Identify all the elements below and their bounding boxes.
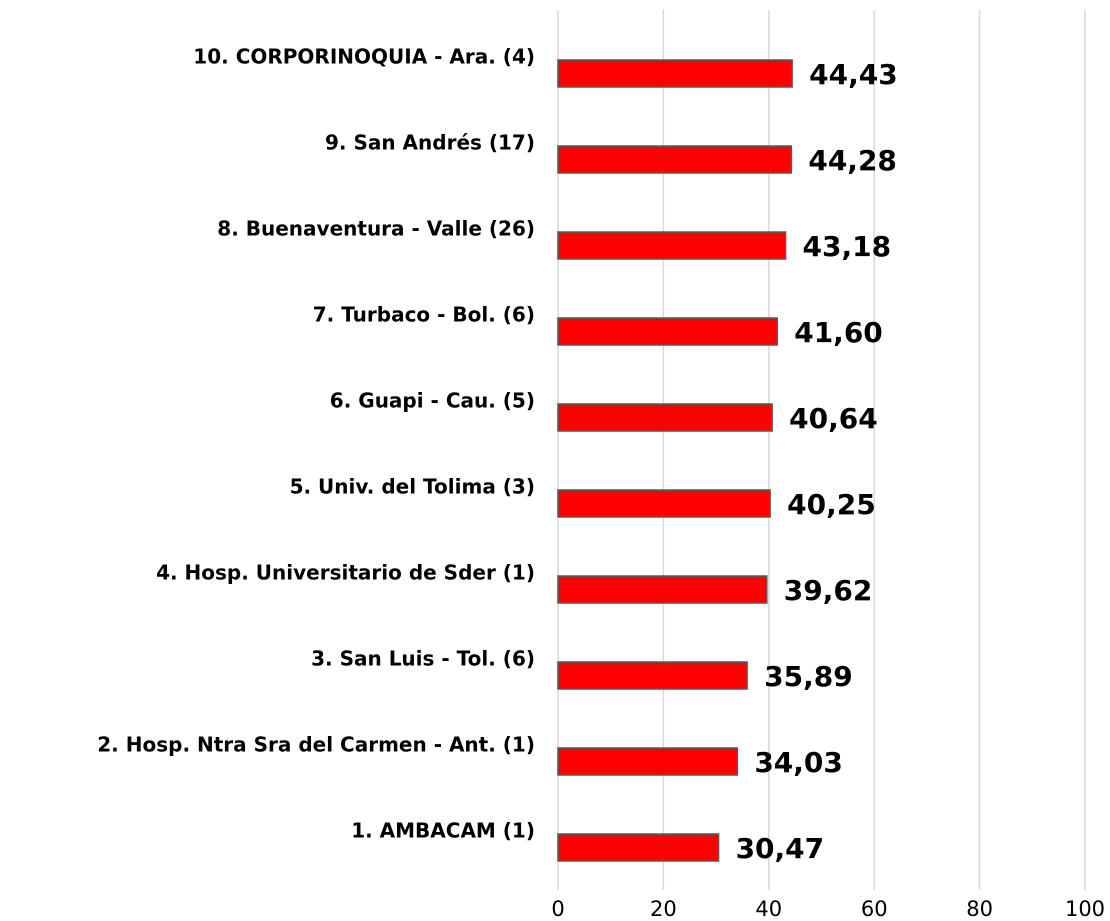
x-tick-label: 80: [966, 897, 993, 921]
value-label: 44,43: [809, 58, 898, 91]
bar: [557, 833, 720, 862]
category-label: 2. Hosp. Ntra Sra del Carmen - Ant. (1): [97, 733, 535, 757]
bar: [557, 747, 739, 776]
value-label: 43,18: [803, 230, 892, 263]
value-label: 44,28: [808, 144, 897, 177]
value-label: 41,60: [794, 316, 883, 349]
x-tick-label: 100: [1065, 897, 1105, 921]
bar: [557, 575, 768, 604]
category-label: 9. San Andrés (17): [325, 131, 535, 155]
bar: [557, 317, 778, 346]
category-label: 7. Turbaco - Bol. (6): [313, 303, 535, 327]
value-label: 40,64: [789, 402, 878, 435]
category-label: 4. Hosp. Universitario de Sder (1): [156, 561, 535, 585]
value-label: 39,62: [784, 574, 873, 607]
bar: [557, 403, 773, 432]
x-tick-label: 0: [551, 897, 564, 921]
bar: [557, 489, 771, 518]
bar: [557, 661, 748, 690]
category-label: 8. Buenaventura - Valle (26): [217, 217, 535, 241]
x-tick-label: 40: [755, 897, 782, 921]
category-label: 3. San Luis - Tol. (6): [311, 647, 535, 671]
bar: [557, 145, 793, 174]
x-tick-label: 20: [650, 897, 677, 921]
category-label: 6. Guapi - Cau. (5): [330, 389, 535, 413]
value-label: 30,47: [736, 832, 825, 865]
value-label: 35,89: [764, 660, 853, 693]
value-label: 34,03: [754, 746, 843, 779]
x-tick-label: 60: [861, 897, 888, 921]
category-label: 10. CORPORINOQUIA - Ara. (4): [193, 45, 535, 69]
bar: [557, 231, 787, 260]
category-label: 5. Univ. del Tolima (3): [290, 475, 535, 499]
category-label: 1. AMBACAM (1): [351, 819, 535, 843]
bar: [557, 59, 793, 88]
value-label: 40,25: [787, 488, 876, 521]
